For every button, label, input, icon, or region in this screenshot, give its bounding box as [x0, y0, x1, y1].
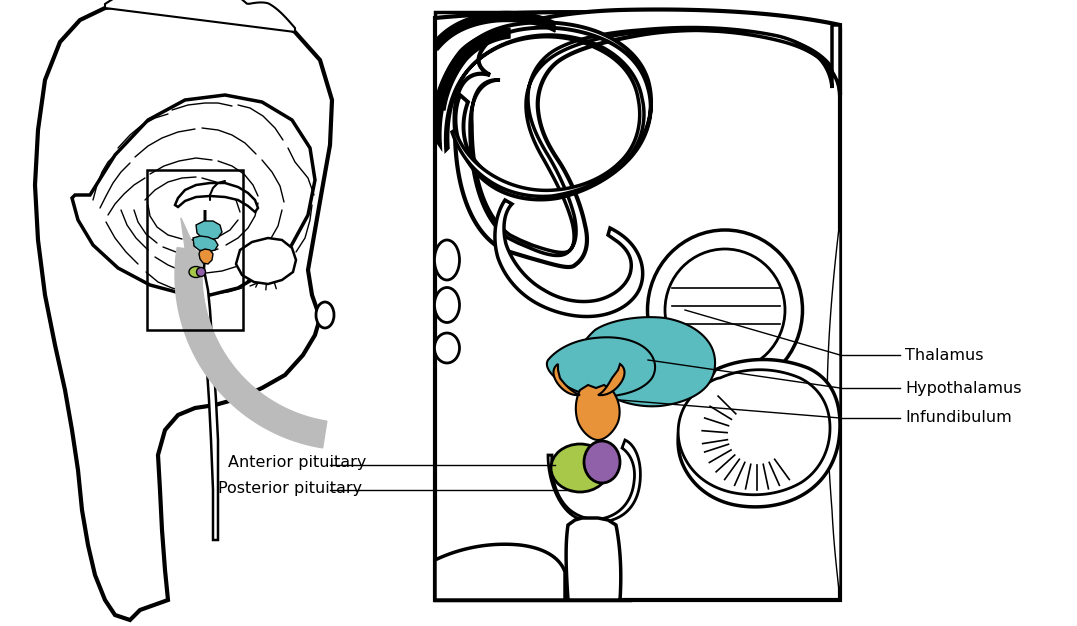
Polygon shape	[470, 25, 840, 255]
Bar	[435, 12, 630, 600]
Polygon shape	[454, 9, 840, 267]
Polygon shape	[435, 11, 555, 50]
Ellipse shape	[434, 240, 460, 280]
Polygon shape	[193, 236, 218, 252]
Ellipse shape	[316, 302, 334, 328]
Polygon shape	[554, 364, 581, 395]
Polygon shape	[435, 544, 565, 600]
Polygon shape	[579, 317, 715, 406]
Polygon shape	[199, 249, 213, 264]
Ellipse shape	[188, 267, 202, 277]
Polygon shape	[34, 1, 332, 620]
Polygon shape	[435, 12, 840, 600]
Ellipse shape	[647, 230, 802, 390]
Polygon shape	[547, 337, 655, 396]
Ellipse shape	[665, 249, 785, 371]
Polygon shape	[567, 518, 620, 600]
Polygon shape	[72, 95, 314, 295]
Bar	[146, 170, 243, 330]
Text: Infundibulum: Infundibulum	[905, 411, 1011, 426]
Polygon shape	[495, 200, 643, 317]
Polygon shape	[435, 28, 510, 110]
Ellipse shape	[584, 441, 620, 483]
Ellipse shape	[434, 333, 460, 363]
Polygon shape	[598, 364, 625, 395]
Ellipse shape	[196, 267, 206, 277]
Polygon shape	[446, 35, 644, 197]
Polygon shape	[437, 23, 652, 200]
Ellipse shape	[551, 444, 609, 492]
Text: Thalamus: Thalamus	[905, 347, 983, 362]
Text: Posterior pituitary: Posterior pituitary	[218, 481, 362, 496]
Polygon shape	[827, 220, 840, 600]
Polygon shape	[576, 385, 619, 440]
Text: Hypothalamus: Hypothalamus	[905, 381, 1021, 396]
Polygon shape	[193, 210, 218, 540]
Text: Anterior pituitary: Anterior pituitary	[228, 454, 366, 470]
Polygon shape	[174, 218, 326, 448]
Polygon shape	[548, 440, 641, 523]
Polygon shape	[236, 238, 296, 284]
Polygon shape	[174, 183, 258, 212]
Polygon shape	[196, 221, 222, 240]
Polygon shape	[679, 359, 840, 507]
Polygon shape	[679, 370, 830, 495]
Ellipse shape	[434, 287, 460, 322]
Polygon shape	[104, 0, 295, 32]
